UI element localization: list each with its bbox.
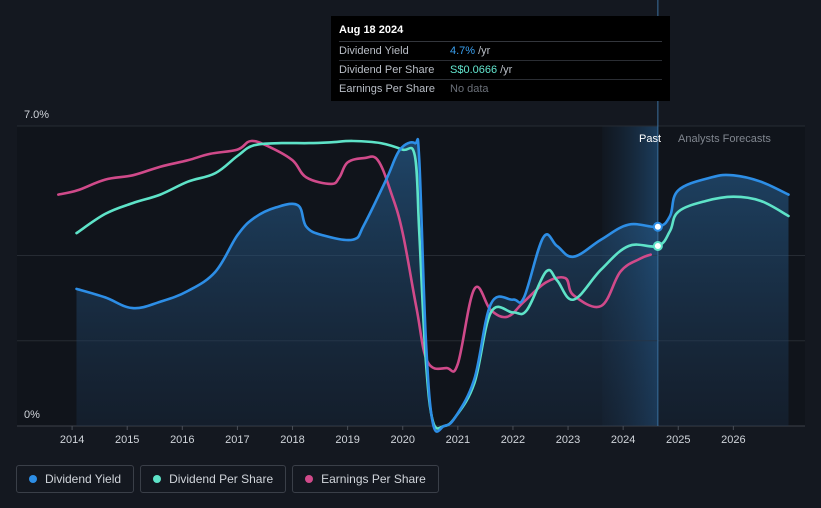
legend-label: Earnings Per Share [321, 472, 426, 486]
y-tick-label-top: 7.0% [24, 109, 49, 121]
x-tick-label: 2022 [501, 434, 525, 446]
x-tick-label: 2019 [335, 434, 359, 446]
tooltip-row-dividend-per-share: Dividend Per Share S$0.0666 /yr [339, 61, 662, 80]
past-label: Past [639, 133, 661, 145]
tooltip-value: 4.7% [450, 45, 476, 57]
x-tick-label: 2018 [280, 434, 304, 446]
tooltip-label: Earnings Per Share [339, 83, 435, 95]
legend-swatch-dividend-per-share [153, 475, 162, 483]
x-tick-label: 2026 [721, 434, 745, 446]
tooltip-value: S$0.0666 [450, 64, 498, 76]
dividend-yield-marker [652, 221, 663, 232]
tooltip-value: No data [450, 83, 489, 95]
marker-layer [652, 221, 663, 251]
x-tick-label: 2015 [115, 434, 139, 446]
x-tick-label: 2020 [390, 434, 414, 446]
area-layer [76, 139, 789, 432]
tooltip-unit: /yr [478, 45, 491, 57]
x-tick-label: 2023 [556, 434, 580, 446]
dividend-yield-area [76, 139, 789, 432]
analysts-forecasts-label: Analysts Forecasts [678, 133, 771, 145]
legend-item-dividend-per-share[interactable]: Dividend Per Share [140, 465, 287, 493]
dividend-yield-line [75, 137, 790, 433]
hover-tooltip: Aug 18 2024 Dividend Yield 4.7% /yr Divi… [331, 16, 670, 101]
legend-label: Dividend Per Share [169, 472, 274, 486]
dividend-per-share-marker [652, 241, 663, 251]
legend-item-earnings-per-share[interactable]: Earnings Per Share [292, 465, 439, 493]
legend-swatch-earnings-per-share [305, 475, 314, 483]
tooltip-label: Dividend Per Share [339, 64, 435, 76]
tooltip-row-earnings-per-share: Earnings Per Share No data [339, 80, 662, 98]
x-tick-label: 2016 [170, 434, 194, 446]
legend-item-dividend-yield[interactable]: Dividend Yield [16, 465, 135, 493]
legend-swatch-dividend-yield [29, 475, 37, 483]
tooltip-date: Aug 18 2024 [339, 23, 662, 42]
tooltip-label: Dividend Yield [339, 45, 409, 57]
legend-label: Dividend Yield [45, 472, 122, 486]
x-tick-label: 2024 [611, 434, 635, 446]
x-tick-label: 2017 [225, 434, 249, 446]
tooltip-row-dividend-yield: Dividend Yield 4.7% /yr [339, 42, 662, 61]
legend: Dividend Yield Dividend Per Share Earnin… [16, 465, 439, 493]
x-tick-label: 2021 [446, 434, 470, 446]
tooltip-unit: /yr [500, 64, 513, 76]
y-tick-label-bottom: 0% [24, 409, 40, 421]
x-tick-label: 2014 [60, 434, 84, 446]
x-axis: 2014 2015 2016 2017 2018 2019 2020 2021 2022 2023… [60, 426, 746, 446]
x-tick-label: 2025 [666, 434, 690, 446]
